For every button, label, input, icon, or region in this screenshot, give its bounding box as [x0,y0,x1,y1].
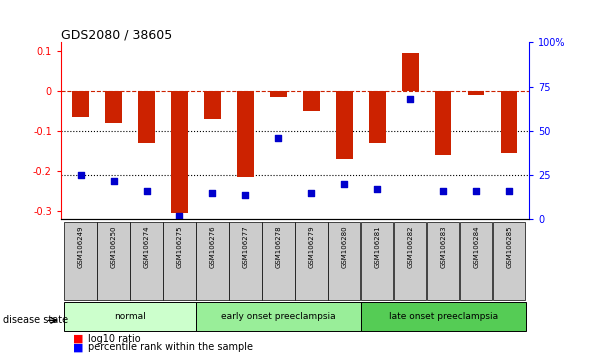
Bar [171,91,188,213]
Text: GSM106284: GSM106284 [473,225,479,268]
FancyBboxPatch shape [64,302,196,331]
Text: GSM106280: GSM106280 [341,225,347,268]
FancyBboxPatch shape [262,222,294,300]
FancyBboxPatch shape [328,222,361,300]
Text: ■: ■ [73,342,83,353]
Bar [105,91,122,123]
Point [504,188,514,194]
FancyBboxPatch shape [295,222,328,300]
FancyBboxPatch shape [196,222,229,300]
Bar [270,91,286,97]
Point [406,96,415,102]
FancyBboxPatch shape [97,222,130,300]
Text: GSM106277: GSM106277 [243,225,249,268]
Point [76,172,86,178]
Bar [204,91,221,119]
Text: GSM106279: GSM106279 [308,225,314,268]
Bar [501,91,517,153]
FancyBboxPatch shape [196,302,361,331]
Text: GSM106283: GSM106283 [440,225,446,268]
Bar [138,91,155,143]
FancyBboxPatch shape [164,222,196,300]
Text: GSM106282: GSM106282 [407,225,413,268]
Text: late onset preeclampsia: late onset preeclampsia [389,312,498,321]
Text: log10 ratio: log10 ratio [88,333,141,344]
FancyBboxPatch shape [64,222,97,300]
Point [306,190,316,196]
Text: normal: normal [114,312,146,321]
Point [109,178,119,183]
Bar [237,91,254,177]
Text: disease state: disease state [3,315,68,325]
Point [174,213,184,219]
Text: early onset preeclampsia: early onset preeclampsia [221,312,336,321]
Text: GSM106278: GSM106278 [275,225,282,268]
Text: GSM106285: GSM106285 [506,225,512,268]
Text: percentile rank within the sample: percentile rank within the sample [88,342,253,353]
FancyBboxPatch shape [493,222,525,300]
Text: GSM106276: GSM106276 [210,225,215,268]
Text: GSM106275: GSM106275 [176,225,182,268]
Text: GSM106249: GSM106249 [78,225,83,268]
Bar [369,91,385,143]
FancyBboxPatch shape [361,222,393,300]
Bar [72,91,89,117]
Point [241,192,250,198]
FancyBboxPatch shape [427,222,460,300]
Point [373,187,382,192]
Bar [402,52,418,91]
Point [438,188,448,194]
Text: GDS2080 / 38605: GDS2080 / 38605 [61,28,172,41]
Text: ■: ■ [73,333,83,344]
FancyBboxPatch shape [361,302,526,331]
Point [207,190,217,196]
Point [471,188,481,194]
Text: GSM106250: GSM106250 [111,225,117,268]
Point [274,135,283,141]
Text: GSM106274: GSM106274 [143,225,150,268]
FancyBboxPatch shape [229,222,261,300]
FancyBboxPatch shape [460,222,492,300]
Point [142,188,151,194]
Bar [303,91,320,111]
Point [339,181,349,187]
Bar [468,91,485,95]
Bar [336,91,353,159]
Text: GSM106281: GSM106281 [375,225,380,268]
FancyBboxPatch shape [394,222,426,300]
Bar [435,91,452,155]
FancyBboxPatch shape [130,222,163,300]
